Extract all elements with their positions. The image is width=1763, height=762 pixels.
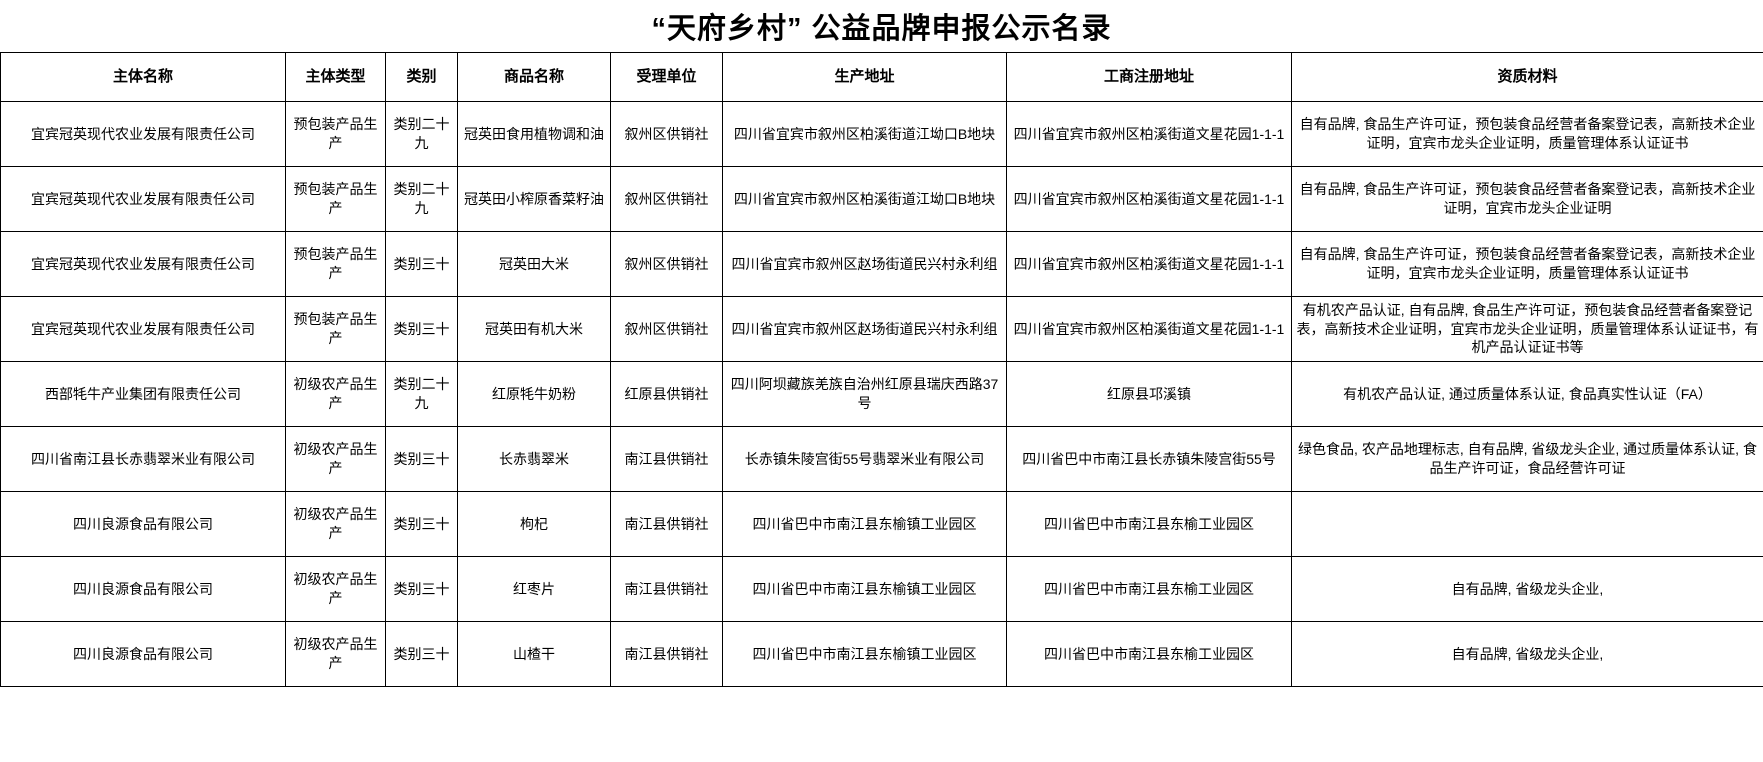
cell-subject-type: 初级农产品生产 (285, 621, 386, 687)
cell-subject-name: 西部牦牛产业集团有限责任公司 (0, 361, 286, 427)
cell-product-name: 冠英田小榨原香菜籽油 (457, 166, 611, 232)
table-row: 四川省南江县长赤翡翠米业有限公司 初级农产品生产 类别三十 长赤翡翠米 南江县供… (0, 426, 1763, 492)
table-row: 宜宾冠英现代农业发展有限责任公司 预包装产品生产 类别二十九 冠英田小榨原香菜籽… (0, 166, 1763, 232)
header-accepting-unit: 受理单位 (610, 52, 723, 102)
cell-subject-name: 四川良源食品有限公司 (0, 556, 286, 622)
cell-category: 类别三十 (385, 426, 458, 492)
cell-subject-type: 预包装产品生产 (285, 101, 386, 167)
cell-qualification-materials: 自有品牌, 食品生产许可证，预包装食品经营者备案登记表，高新技术企业证明，宜宾市… (1291, 101, 1763, 167)
cell-qualification-materials: 自有品牌, 省级龙头企业, (1291, 556, 1763, 622)
header-qualification-materials: 资质材料 (1291, 52, 1763, 102)
cell-category: 类别三十 (385, 556, 458, 622)
cell-qualification-materials (1291, 491, 1763, 557)
cell-subject-name: 四川良源食品有限公司 (0, 621, 286, 687)
cell-production-address: 四川省宜宾市叙州区赵场街道民兴村永利组 (722, 296, 1007, 362)
cell-production-address: 四川省巴中市南江县东榆镇工业园区 (722, 621, 1007, 687)
cell-subject-type: 预包装产品生产 (285, 296, 386, 362)
header-product-name: 商品名称 (457, 52, 611, 102)
cell-category: 类别二十九 (385, 166, 458, 232)
cell-subject-type: 初级农产品生产 (285, 426, 386, 492)
cell-registration-address: 四川省巴中市南江县东榆工业园区 (1006, 556, 1292, 622)
table-row: 宜宾冠英现代农业发展有限责任公司 预包装产品生产 类别三十 冠英田大米 叙州区供… (0, 231, 1763, 297)
cell-accepting-unit: 叙州区供销社 (610, 296, 723, 362)
cell-registration-address: 红原县邛溪镇 (1006, 361, 1292, 427)
header-production-address: 生产地址 (722, 52, 1007, 102)
table-row: 四川良源食品有限公司 初级农产品生产 类别三十 枸杞 南江县供销社 四川省巴中市… (0, 491, 1763, 557)
cell-category: 类别二十九 (385, 361, 458, 427)
cell-accepting-unit: 南江县供销社 (610, 426, 723, 492)
cell-accepting-unit: 南江县供销社 (610, 491, 723, 557)
cell-subject-name: 四川省南江县长赤翡翠米业有限公司 (0, 426, 286, 492)
cell-accepting-unit: 南江县供销社 (610, 556, 723, 622)
cell-registration-address: 四川省宜宾市叙州区柏溪街道文星花园1-1-1 (1006, 101, 1292, 167)
cell-qualification-materials: 自有品牌, 食品生产许可证，预包装食品经营者备案登记表，高新技术企业证明，宜宾市… (1291, 166, 1763, 232)
cell-category: 类别三十 (385, 296, 458, 362)
cell-registration-address: 四川省宜宾市叙州区柏溪街道文星花园1-1-1 (1006, 166, 1292, 232)
cell-production-address: 四川省巴中市南江县东榆镇工业园区 (722, 491, 1007, 557)
cell-production-address: 四川省宜宾市叙州区赵场街道民兴村永利组 (722, 231, 1007, 297)
header-registration-address: 工商注册地址 (1006, 52, 1292, 102)
table-row: 四川良源食品有限公司 初级农产品生产 类别三十 红枣片 南江县供销社 四川省巴中… (0, 556, 1763, 622)
cell-product-name: 冠英田有机大米 (457, 296, 611, 362)
header-category: 类别 (385, 52, 458, 102)
cell-subject-name: 宜宾冠英现代农业发展有限责任公司 (0, 296, 286, 362)
cell-subject-name: 宜宾冠英现代农业发展有限责任公司 (0, 101, 286, 167)
table-body: 宜宾冠英现代农业发展有限责任公司 预包装产品生产 类别二十九 冠英田食用植物调和… (0, 101, 1763, 687)
cell-subject-name: 四川良源食品有限公司 (0, 491, 286, 557)
cell-accepting-unit: 南江县供销社 (610, 621, 723, 687)
cell-subject-type: 预包装产品生产 (285, 231, 386, 297)
cell-registration-address: 四川省巴中市南江县长赤镇朱陵宫街55号 (1006, 426, 1292, 492)
header-subject-type: 主体类型 (285, 52, 386, 102)
cell-product-name: 红枣片 (457, 556, 611, 622)
cell-product-name: 冠英田食用植物调和油 (457, 101, 611, 167)
cell-accepting-unit: 叙州区供销社 (610, 231, 723, 297)
cell-subject-type: 预包装产品生产 (285, 166, 386, 232)
cell-subject-type: 初级农产品生产 (285, 361, 386, 427)
cell-qualification-materials: 绿色食品, 农产品地理标志, 自有品牌, 省级龙头企业, 通过质量体系认证, 食… (1291, 426, 1763, 492)
table-row: 四川良源食品有限公司 初级农产品生产 类别三十 山楂干 南江县供销社 四川省巴中… (0, 621, 1763, 687)
cell-qualification-materials: 有机农产品认证, 自有品牌, 食品生产许可证，预包装食品经营者备案登记表，高新技… (1291, 296, 1763, 362)
cell-production-address: 长赤镇朱陵宫街55号翡翠米业有限公司 (722, 426, 1007, 492)
cell-production-address: 四川省巴中市南江县东榆镇工业园区 (722, 556, 1007, 622)
title-bar: “天府乡村” 公益品牌申报公示名录 (0, 0, 1763, 52)
table-header: 主体名称 主体类型 类别 商品名称 受理单位 生产地址 工商注册地址 资质材料 (0, 52, 1763, 102)
brand-declaration-table: 主体名称 主体类型 类别 商品名称 受理单位 生产地址 工商注册地址 资质材料 … (0, 52, 1763, 687)
cell-registration-address: 四川省宜宾市叙州区柏溪街道文星花园1-1-1 (1006, 231, 1292, 297)
cell-production-address: 四川阿坝藏族羌族自治州红原县瑞庆西路37号 (722, 361, 1007, 427)
cell-qualification-materials: 自有品牌, 食品生产许可证，预包装食品经营者备案登记表，高新技术企业证明，宜宾市… (1291, 231, 1763, 297)
cell-production-address: 四川省宜宾市叙州区柏溪街道江坳口B地块 (722, 166, 1007, 232)
cell-subject-name: 宜宾冠英现代农业发展有限责任公司 (0, 231, 286, 297)
cell-qualification-materials: 自有品牌, 省级龙头企业, (1291, 621, 1763, 687)
cell-product-name: 枸杞 (457, 491, 611, 557)
cell-qualification-materials: 有机农产品认证, 通过质量体系认证, 食品真实性认证（FA） (1291, 361, 1763, 427)
header-row: 主体名称 主体类型 类别 商品名称 受理单位 生产地址 工商注册地址 资质材料 (0, 52, 1763, 102)
cell-registration-address: 四川省巴中市南江县东榆工业园区 (1006, 491, 1292, 557)
table-row: 宜宾冠英现代农业发展有限责任公司 预包装产品生产 类别三十 冠英田有机大米 叙州… (0, 296, 1763, 362)
cell-accepting-unit: 叙州区供销社 (610, 166, 723, 232)
cell-registration-address: 四川省宜宾市叙州区柏溪街道文星花园1-1-1 (1006, 296, 1292, 362)
cell-subject-type: 初级农产品生产 (285, 556, 386, 622)
cell-product-name: 长赤翡翠米 (457, 426, 611, 492)
header-subject-name: 主体名称 (0, 52, 286, 102)
table-row: 宜宾冠英现代农业发展有限责任公司 预包装产品生产 类别二十九 冠英田食用植物调和… (0, 101, 1763, 167)
cell-subject-name: 宜宾冠英现代农业发展有限责任公司 (0, 166, 286, 232)
cell-accepting-unit: 叙州区供销社 (610, 101, 723, 167)
cell-production-address: 四川省宜宾市叙州区柏溪街道江坳口B地块 (722, 101, 1007, 167)
cell-subject-type: 初级农产品生产 (285, 491, 386, 557)
cell-category: 类别三十 (385, 621, 458, 687)
table-row: 西部牦牛产业集团有限责任公司 初级农产品生产 类别二十九 红原牦牛奶粉 红原县供… (0, 361, 1763, 427)
cell-product-name: 冠英田大米 (457, 231, 611, 297)
cell-accepting-unit: 红原县供销社 (610, 361, 723, 427)
cell-product-name: 山楂干 (457, 621, 611, 687)
cell-category: 类别二十九 (385, 101, 458, 167)
cell-category: 类别三十 (385, 231, 458, 297)
page-title: “天府乡村” 公益品牌申报公示名录 (651, 13, 1112, 45)
cell-category: 类别三十 (385, 491, 458, 557)
cell-product-name: 红原牦牛奶粉 (457, 361, 611, 427)
cell-registration-address: 四川省巴中市南江县东榆工业园区 (1006, 621, 1292, 687)
